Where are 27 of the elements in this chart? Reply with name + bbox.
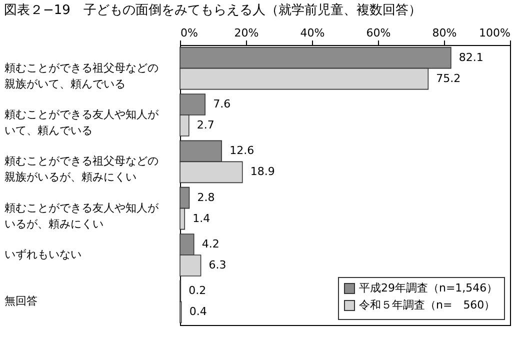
chart-title: 図表２−19 子どもの面倒をみてもらえる人（就学前児童、複数回答） [4, 2, 422, 18]
legend-label: 平成29年調査（n=1,546） [359, 282, 498, 294]
data-label: 7.6 [213, 98, 231, 110]
x-tick-label: 20% [234, 26, 259, 40]
data-label: 2.8 [197, 190, 215, 204]
y-tick-label: いずれもいない [4, 248, 82, 261]
data-label: 12.6 [230, 144, 254, 158]
data-label: 1.4 [192, 212, 210, 225]
data-label: 4.2 [202, 238, 220, 250]
data-label: 18.9 [250, 165, 275, 178]
y-tick-label: 頼むことができる祖父母などの親族がいて、頼んでいる [4, 61, 158, 90]
y-tick-label: 頼むことができる友人や知人がいて、頼んでいる [4, 108, 160, 137]
data-label: 0.4 [189, 305, 207, 318]
legend-label: 令和５年調査（n= 560） [359, 298, 496, 312]
data-label: 0.2 [188, 284, 206, 298]
data-label: 75.2 [436, 72, 461, 85]
data-label: 6.3 [208, 258, 226, 272]
x-tick-label: 60% [366, 26, 391, 40]
x-tick-label: 100% [479, 26, 510, 40]
y-tick-label: 無回答 [4, 294, 38, 308]
y-tick-label: 頼むことができる祖父母などの親族がいるが、頼みにくい [4, 154, 158, 184]
y-tick-label: 頼むことができる友人や知人がいるが、頼みにくい [4, 201, 160, 230]
data-label: 82.1 [458, 50, 484, 64]
x-tick-label: 0% [180, 26, 198, 40]
x-tick-label: 40% [300, 26, 325, 40]
x-tick-label: 80% [432, 26, 457, 40]
data-label: 2.7 [196, 118, 214, 132]
